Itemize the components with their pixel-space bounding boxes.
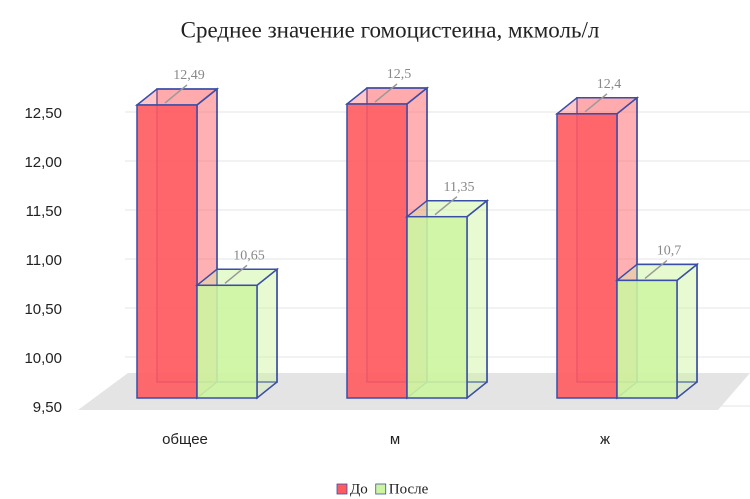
value-label: 10,7 xyxy=(657,244,682,259)
bar-front xyxy=(556,113,618,399)
bar-front xyxy=(196,284,258,399)
leader-line xyxy=(164,84,188,104)
bar xyxy=(194,267,280,400)
bars: 12,49 10,65 12,5 11,35 12,4 10,7 xyxy=(134,67,700,400)
legend-swatch xyxy=(375,483,387,495)
bar-front xyxy=(346,103,408,399)
y-tick-label: 11,00 xyxy=(26,252,62,269)
bar-front xyxy=(616,279,678,399)
y-tick-label: 12,50 xyxy=(24,105,62,122)
bar-side xyxy=(256,267,278,400)
legend-swatch xyxy=(336,483,348,495)
bar-front xyxy=(136,104,198,399)
bar xyxy=(404,199,490,400)
legend-label: До xyxy=(350,481,368,497)
bar xyxy=(614,262,700,400)
x-tick-label: ж xyxy=(600,431,610,448)
leader-line xyxy=(374,83,398,103)
value-label: 12,49 xyxy=(173,68,205,83)
value-label: 12,4 xyxy=(597,77,622,92)
value-label: 11,35 xyxy=(444,180,475,195)
bar-side xyxy=(466,199,488,400)
bar-front xyxy=(406,215,468,399)
x-tick-label: м xyxy=(390,431,400,448)
chart-title: Среднее значение гомоцистеина, мкмоль/л xyxy=(181,17,600,42)
y-tick-label: 11,50 xyxy=(26,203,62,220)
leader-line xyxy=(434,196,458,216)
leader-line xyxy=(644,259,668,279)
y-tick-label: 10,50 xyxy=(24,301,62,318)
leader-line xyxy=(584,93,608,113)
bar-side xyxy=(676,262,698,400)
y-tick-label: 12,00 xyxy=(24,154,62,171)
value-label: 10,65 xyxy=(233,249,265,264)
leader-line xyxy=(224,264,248,284)
x-tick-label: общее xyxy=(162,431,208,448)
value-label: 12,5 xyxy=(387,67,412,82)
y-tick-label: 10,00 xyxy=(24,350,62,367)
legend-label: После xyxy=(389,481,429,497)
y-tick-label: 9,50 xyxy=(33,399,62,416)
